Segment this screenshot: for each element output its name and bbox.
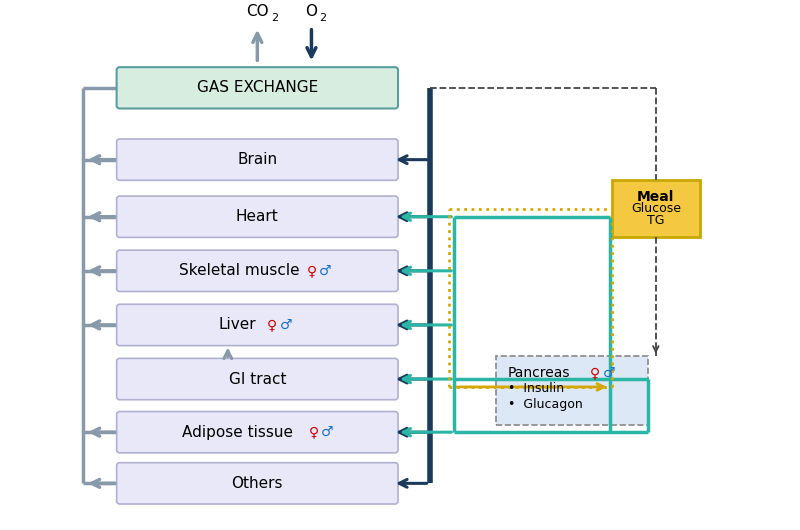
Text: GAS EXCHANGE: GAS EXCHANGE bbox=[197, 81, 318, 95]
Text: 2: 2 bbox=[319, 13, 326, 23]
FancyBboxPatch shape bbox=[117, 139, 398, 180]
FancyBboxPatch shape bbox=[117, 358, 398, 400]
Text: •  Insulin: • Insulin bbox=[508, 383, 564, 395]
Text: 2: 2 bbox=[271, 13, 278, 23]
Text: Brain: Brain bbox=[238, 152, 278, 167]
Text: ♀: ♀ bbox=[267, 318, 278, 332]
Text: Adipose tissue: Adipose tissue bbox=[182, 425, 293, 440]
Text: ♀: ♀ bbox=[306, 264, 317, 278]
Text: TG: TG bbox=[647, 214, 665, 227]
Text: Pancreas: Pancreas bbox=[508, 366, 570, 380]
Text: ♂: ♂ bbox=[280, 318, 293, 332]
Text: GI tract: GI tract bbox=[229, 372, 286, 386]
Text: ♂: ♂ bbox=[322, 425, 334, 439]
Text: Skeletal muscle: Skeletal muscle bbox=[179, 263, 300, 278]
Text: Meal: Meal bbox=[637, 190, 674, 204]
Text: Others: Others bbox=[231, 476, 283, 491]
FancyBboxPatch shape bbox=[117, 250, 398, 292]
FancyBboxPatch shape bbox=[117, 196, 398, 237]
Bar bbox=[611, 180, 700, 237]
Text: ♂: ♂ bbox=[602, 366, 615, 380]
Text: •  Glucagon: • Glucagon bbox=[508, 398, 582, 411]
Text: ♀: ♀ bbox=[590, 366, 600, 380]
Text: O: O bbox=[306, 4, 318, 19]
Text: Liver: Liver bbox=[219, 317, 257, 332]
Text: Heart: Heart bbox=[236, 209, 278, 224]
Text: ♂: ♂ bbox=[319, 264, 332, 278]
Text: Glucose: Glucose bbox=[631, 202, 681, 215]
Bar bbox=[496, 357, 649, 425]
Text: ♀: ♀ bbox=[309, 425, 318, 439]
Text: CO: CO bbox=[246, 4, 269, 19]
FancyBboxPatch shape bbox=[117, 67, 398, 109]
FancyBboxPatch shape bbox=[117, 304, 398, 346]
FancyBboxPatch shape bbox=[117, 463, 398, 504]
FancyBboxPatch shape bbox=[117, 411, 398, 453]
